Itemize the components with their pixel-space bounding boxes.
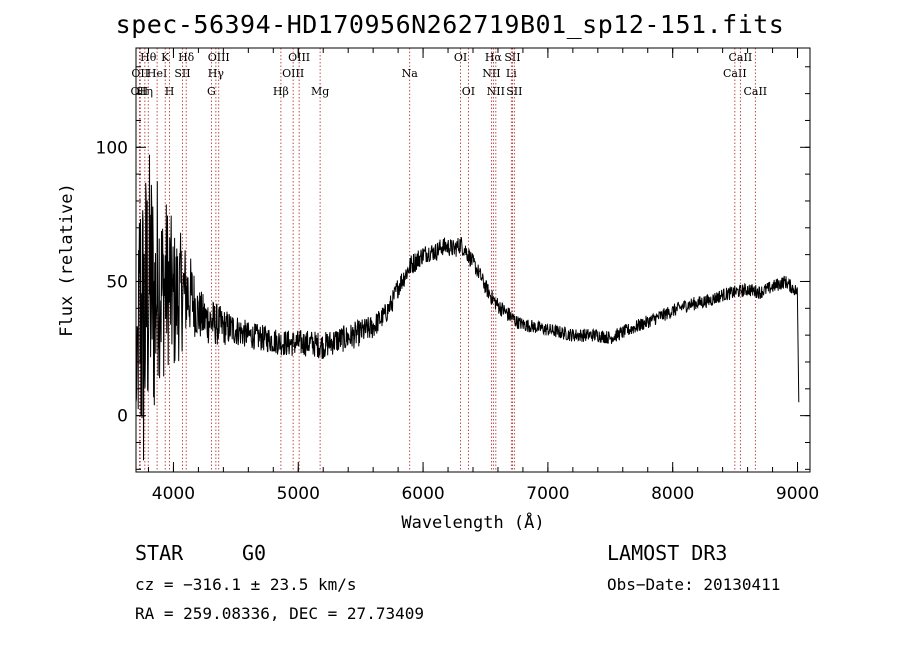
spectral-line-label-13: OIII <box>282 67 304 80</box>
spectral-line-label-23: SII <box>504 51 520 64</box>
object-class: STAR <box>135 541 184 565</box>
survey-name: LAMOST DR3 <box>607 541 728 565</box>
spectral-line-label-9: G <box>207 85 216 98</box>
spectral-line-label-14: OIII <box>288 51 310 64</box>
x-axis-label: Wavelength (Å) <box>401 511 544 533</box>
spectral-line-label-27: CaII <box>743 85 767 98</box>
chart-title: spec-56394-HD170956N262719B01_sp12-151.f… <box>115 10 785 39</box>
spectral-line-label-12: Hβ <box>273 85 289 98</box>
spectral-line-label-22: Li <box>506 67 517 80</box>
y-tick-label-0: 0 <box>117 407 128 427</box>
plot-frame <box>135 47 811 473</box>
spectral-line-label-7: SII <box>174 67 190 80</box>
x-tick-label-5: 9000 <box>776 484 819 504</box>
spectral-line-label-25: CaII <box>723 67 747 80</box>
observation-date: Obs−Date: 20130411 <box>607 575 781 594</box>
y-axis-label: Flux (relative) <box>57 183 77 337</box>
spectral-line-label-18: OI <box>462 85 475 98</box>
spectral-line-label-21: NII <box>487 85 505 98</box>
x-tick-label-3: 7000 <box>526 484 569 504</box>
spectral-line-label-5: K <box>161 51 170 64</box>
spectral-line-label-26: CaII <box>729 51 753 64</box>
x-tick-label-1: 5000 <box>277 484 320 504</box>
object-subclass: G0 <box>242 541 267 565</box>
spectral-line-label-3: Hθ <box>140 51 157 64</box>
spectral-line-label-19: NII <box>482 67 500 80</box>
spectral-line-label-4: HeI <box>147 67 167 80</box>
y-tick-label-2: 100 <box>96 138 128 158</box>
flux-series-line <box>135 154 800 461</box>
y-tick-label-1: 50 <box>106 272 128 292</box>
x-tick-label-2: 6000 <box>401 484 444 504</box>
spectral-line-label-8: Hδ <box>178 51 195 64</box>
spectral-line-label-6: H <box>165 85 175 98</box>
x-tick-label-4: 8000 <box>651 484 694 504</box>
spectral-line-label-15: Mg <box>311 85 329 98</box>
spectral-line-markers: OIIOIIHηHθHeIKHSIIHδGHγOIIIHβOIIIOIIIMgN… <box>131 48 767 472</box>
coordinates: RA = 259.08336, DEC = 27.73409 <box>135 604 424 623</box>
spectral-line-label-2: Hη <box>137 85 153 98</box>
axis-ticks: 4000 5000 6000 7000 8000 9000 0 50 100 <box>96 48 819 504</box>
redshift-cz: cz = −316.1 ± 23.5 km/s <box>135 575 357 594</box>
spectral-line-label-10: Hγ <box>208 67 225 80</box>
spectral-line-label-16: Na <box>402 67 419 80</box>
spectral-line-label-0: OII <box>131 85 149 98</box>
x-tick-label-0: 4000 <box>152 484 195 504</box>
spectral-line-label-20: Hα <box>485 51 503 64</box>
spectral-line-label-11: OIII <box>208 51 230 64</box>
spectral-line-label-17: OI <box>454 51 467 64</box>
spectral-line-label-24: SII <box>506 85 522 98</box>
